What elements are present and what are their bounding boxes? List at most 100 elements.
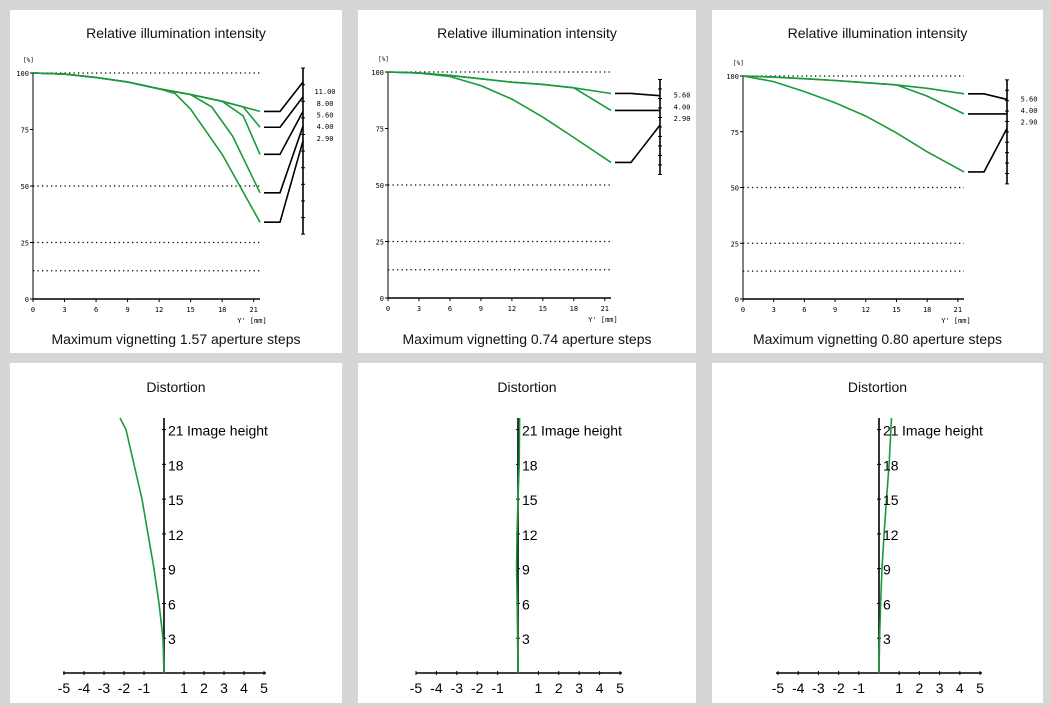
aperture-label: 2.90 — [674, 115, 691, 123]
y-tick-label: 3 — [522, 631, 530, 647]
illumination-curve — [32, 72, 261, 223]
aperture-label: 5.60 — [317, 111, 334, 119]
x-tick-label: -5 — [58, 680, 71, 696]
aperture-bracket — [968, 93, 1008, 101]
illumination-curve — [387, 71, 612, 112]
y-tick-label: 100 — [16, 70, 29, 78]
illumination-panel-1: Relative illumination intensity 0 25 50 75 1… — [10, 10, 342, 353]
x-tick-label: 4 — [956, 680, 964, 696]
aperture-label: 4.00 — [317, 123, 334, 131]
distortion-curve — [878, 417, 893, 674]
panel-title: Distortion — [146, 379, 206, 395]
y-tick-label: 21 — [522, 423, 538, 439]
x-tick-label: 2 — [200, 680, 208, 696]
x-tick-label: -3 — [812, 680, 825, 696]
y-tick-label: 21 — [883, 423, 899, 439]
y-tick-label: 100 — [371, 69, 384, 77]
y-tick-label: 3 — [883, 631, 891, 647]
aperture-label: 4.00 — [1021, 107, 1038, 115]
illumination-curve — [742, 75, 965, 173]
x-axis-label: Y' [mm] — [588, 316, 618, 324]
y-tick-label: 6 — [168, 596, 176, 612]
image-height-label: Image height — [541, 423, 622, 439]
panel-title: Relative illumination intensity — [437, 25, 617, 41]
x-tick-label: 4 — [240, 680, 248, 696]
x-tick-label: 12 — [508, 305, 516, 313]
illumination-chart: 0 25 50 75 100 [%] 0 3 6 9 12 15 18 21 Y' [mm] 5.60 4.00… — [726, 60, 1038, 325]
x-tick-label: 3 — [62, 306, 66, 314]
x-tick-label: -1 — [853, 680, 866, 696]
y-tick-label: 18 — [883, 457, 899, 473]
aperture-bracket — [264, 81, 304, 113]
vignetting-caption: Maximum vignetting 0.80 aperture steps — [752, 331, 1002, 347]
x-tick-label: 18 — [570, 305, 578, 313]
y-tick-label: 12 — [168, 527, 184, 543]
x-tick-label: 6 — [94, 306, 98, 314]
aperture-bracket — [264, 111, 304, 156]
x-tick-label: 1 — [895, 680, 903, 696]
distortion-curve — [515, 417, 521, 674]
x-tick-label: -4 — [430, 680, 443, 696]
x-tick-label: 21 — [249, 306, 257, 314]
illumination-chart: 0 25 50 75 100 [%] 0 3 6 9 12 15 18 21 Y' [mm] 5.60 4.00… — [371, 56, 691, 324]
y-tick-label: 6 — [522, 596, 530, 612]
y-tick-label: 0 — [380, 295, 384, 303]
aperture-bracket — [264, 96, 304, 129]
panel-title: Distortion — [847, 379, 908, 395]
aperture-label: 2.90 — [1021, 119, 1038, 127]
y-axis-label: [%] — [23, 57, 34, 64]
y-tick-label: 75 — [21, 127, 29, 135]
x-tick-label: -1 — [491, 680, 504, 696]
aperture-bracket — [264, 125, 304, 194]
y-tick-label: 25 — [376, 239, 384, 247]
distortion-panel-1: Distortion 3 6 9 12 15 18 21 Image height -5 -4 -3… — [10, 363, 342, 703]
x-tick-label: 3 — [417, 305, 421, 313]
aperture-label: 8.00 — [317, 100, 334, 108]
illumination-curve — [387, 71, 612, 164]
x-tick-label: -3 — [451, 680, 464, 696]
distortion-curve — [119, 417, 165, 674]
image-height-label: Image height — [187, 423, 268, 439]
y-tick-label: 9 — [883, 562, 891, 578]
aperture-label: 2.90 — [317, 135, 334, 143]
y-tick-label: 18 — [522, 457, 538, 473]
vignetting-caption: Maximum vignetting 0.74 aperture steps — [402, 331, 652, 347]
aperture-bracket — [264, 140, 304, 223]
x-tick-label: 15 — [892, 306, 900, 314]
x-tick-label: 21 — [601, 305, 609, 313]
vignetting-caption: Maximum vignetting 1.57 aperture steps — [51, 331, 301, 347]
x-tick-label: 5 — [976, 680, 984, 696]
illumination-curve — [742, 75, 965, 95]
x-tick-label: -5 — [410, 680, 423, 696]
x-tick-label: -1 — [138, 680, 151, 696]
x-tick-label: -4 — [78, 680, 91, 696]
x-tick-label: -3 — [98, 680, 111, 696]
x-tick-label: 12 — [862, 306, 870, 314]
x-tick-label: 12 — [155, 306, 163, 314]
y-tick-label: 9 — [168, 562, 176, 578]
y-tick-label: 75 — [376, 126, 384, 134]
image-height-label: Image height — [902, 423, 983, 439]
y-tick-label: 100 — [726, 73, 739, 81]
illumination-panel-3: Relative illumination intensity 0 25 50 75 1… — [712, 10, 1043, 353]
x-tick-label: 9 — [479, 305, 483, 313]
illumination-curve — [742, 75, 965, 115]
x-tick-label: 4 — [596, 680, 604, 696]
aperture-label: 5.60 — [1021, 95, 1038, 103]
x-tick-label: 1 — [180, 680, 188, 696]
illumination-curve — [32, 72, 261, 113]
y-tick-label: 50 — [376, 182, 384, 190]
x-tick-label: 6 — [448, 305, 452, 313]
x-tick-label: -2 — [118, 680, 131, 696]
x-tick-label: -4 — [792, 680, 805, 696]
y-axis-label: [%] — [378, 56, 389, 63]
y-tick-label: 0 — [735, 296, 739, 304]
y-tick-label: 25 — [21, 240, 29, 248]
y-tick-label: 12 — [522, 527, 538, 543]
y-tick-label: 9 — [522, 562, 530, 578]
x-tick-label: 0 — [386, 305, 390, 313]
y-tick-label: 18 — [168, 457, 184, 473]
y-tick-label: 15 — [522, 492, 538, 508]
aperture-bracket — [968, 128, 1008, 173]
